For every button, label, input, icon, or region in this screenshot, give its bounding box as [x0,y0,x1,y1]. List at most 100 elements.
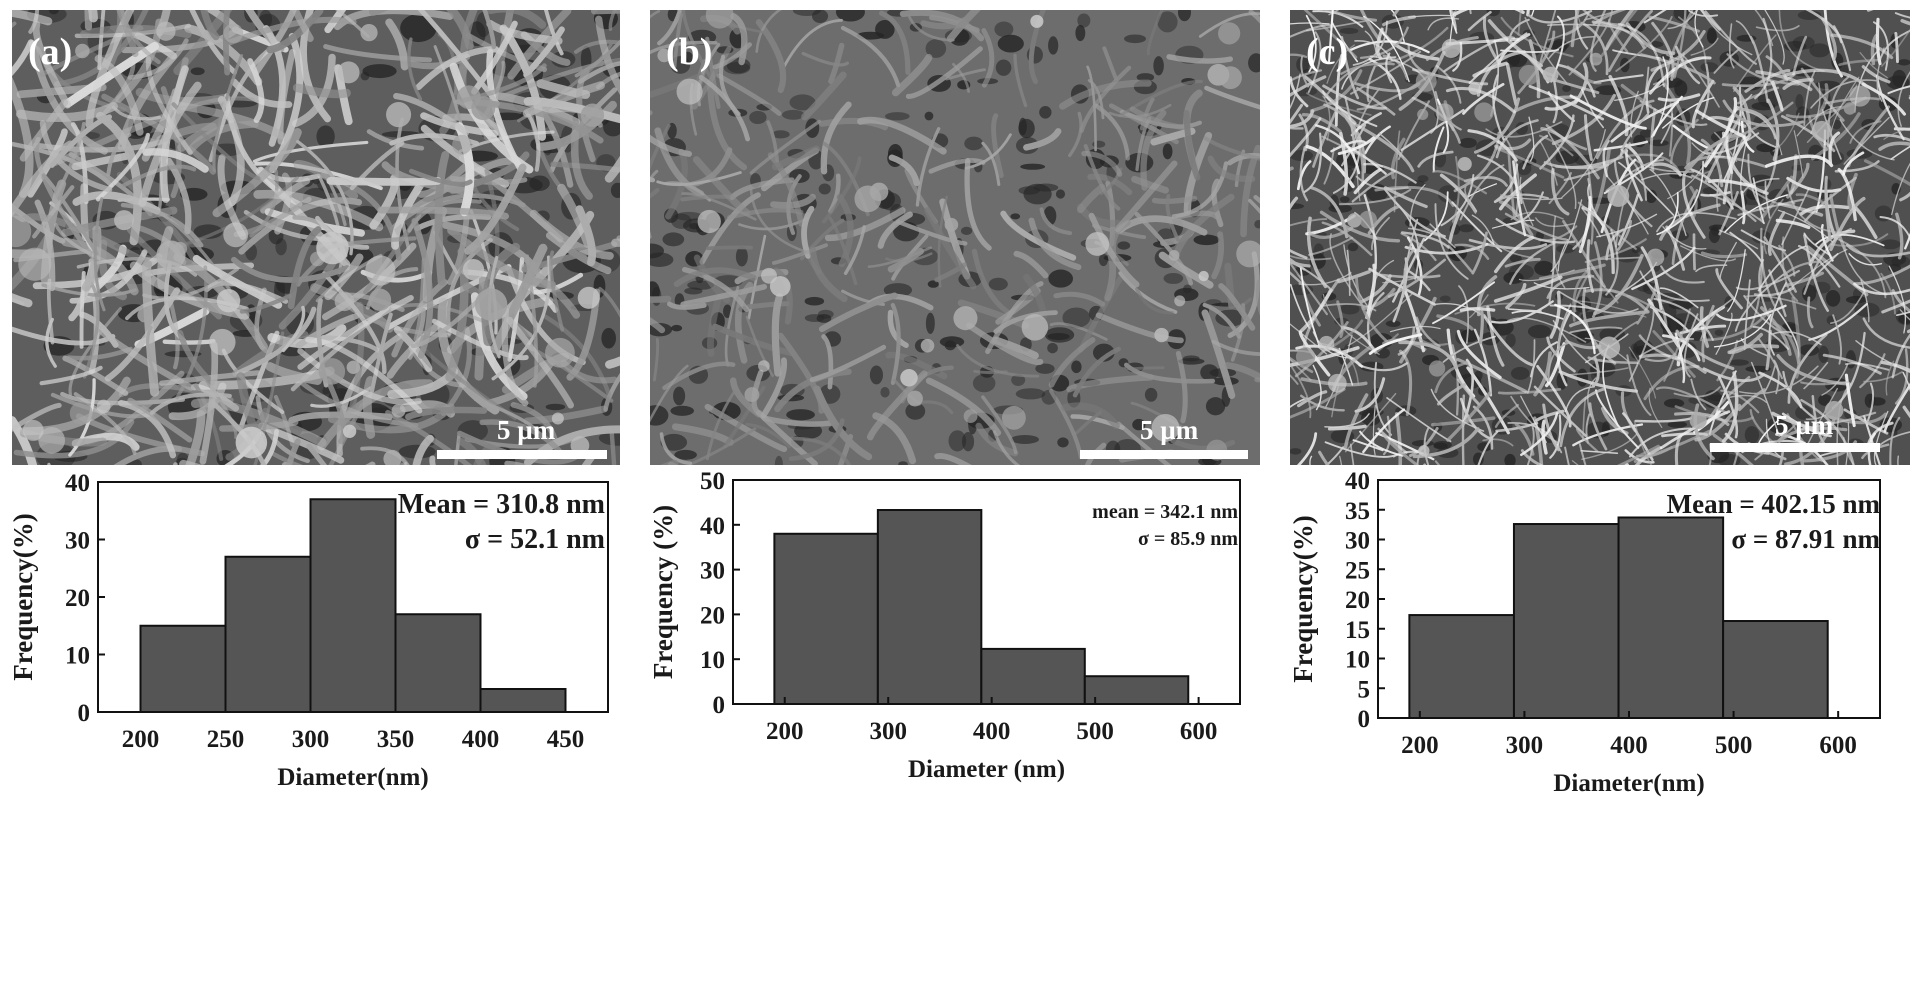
sem-fiber [39,365,103,386]
sem-fiber [1787,249,1848,291]
sem-fiber [1581,88,1604,129]
sem-fiber [1322,95,1331,141]
sem-fiber-texture-c [1290,10,1910,465]
sem-bead [209,328,236,356]
sem-fiber [286,438,301,465]
sem-bead [391,403,406,418]
sem-pore [1057,437,1069,448]
sem-fiber [1739,365,1819,395]
sem-fiber [771,293,783,377]
sem-fiber [1290,73,1301,110]
sem-fiber [1452,10,1525,17]
sem-fiber [93,197,106,312]
sem-fiber [820,101,852,175]
sem-fiber [1415,316,1441,348]
sem-fiber [598,287,620,318]
sem-fiber [1448,210,1461,244]
sem-fiber [1605,228,1625,261]
sem-pore [816,313,832,323]
sem-fiber [1493,275,1563,303]
sem-fiber [1290,261,1328,316]
sem-pore [400,14,437,43]
sem-fiber [1558,303,1572,351]
sem-fiber [1298,113,1309,152]
sem-fiber [1673,386,1721,398]
sem-fiber [1822,353,1882,375]
sem-fiber [945,68,986,81]
sem-fiber [1427,17,1460,31]
sem-fiber [52,113,167,166]
sem-pore [1039,106,1052,119]
sem-pore [1162,143,1173,160]
sem-fiber [1653,297,1714,341]
sem-fiber [1290,196,1299,211]
sem-fiber [1727,332,1763,355]
sem-pore [818,183,831,195]
sem-fiber [1359,26,1409,60]
sem-fiber [177,329,215,386]
sem-fiber [1482,16,1500,63]
sem-fiber [591,10,620,15]
sem-fiber [1568,10,1613,76]
sem-fiber [1586,239,1595,293]
sem-fiber [1803,232,1832,257]
sem-fiber [1574,10,1582,26]
sem-bead [1435,103,1454,122]
sem-bead [69,401,93,425]
sem-fiber [1497,387,1562,395]
sem-fiber [1140,109,1167,191]
sem-fiber [1476,154,1523,205]
sem-pore [1018,118,1035,139]
sem-pore [995,59,1012,76]
sem-fiber [447,226,557,289]
sem-fiber [1626,294,1665,314]
sem-fiber [867,246,932,268]
sem-fiber [1299,288,1333,334]
sem-fiber [1202,302,1242,339]
sem-bead [452,134,472,155]
sem-fiber [1805,10,1843,44]
sem-fiber [1471,214,1495,246]
sem-pore [1809,43,1830,58]
sem-fiber [324,10,347,34]
sem-fiber [1880,360,1910,373]
sem-fiber [1361,287,1396,311]
sem-fiber [173,10,233,76]
sem-fiber [449,62,534,174]
sem-fiber [1352,439,1384,452]
sem-fiber [1328,10,1340,16]
sem-fiber [1893,127,1910,131]
sem-fiber [1735,20,1755,45]
sem-fiber [1290,362,1312,419]
sem-fiber [306,443,328,465]
sem-fiber [479,419,565,457]
sem-fiber [1647,298,1680,348]
sem-fiber [1713,313,1772,348]
sem-fiber [1485,121,1563,138]
y-tick-label: 25 [1345,557,1370,584]
sem-fiber [1904,232,1910,250]
sem-bead [1021,314,1049,341]
sem-bead [1468,82,1481,95]
sem-fiber [1491,239,1534,259]
sem-fiber [1400,108,1465,152]
sem-fiber [1130,401,1196,435]
sem-fiber [1559,387,1606,448]
sem-bead [697,209,721,234]
sem-fiber [1800,398,1855,465]
sem-fiber [117,52,178,151]
sem-pore [1047,332,1070,341]
histogram-b: 200 300 400 500 600 0 10 20 30 40 50 Diameter (nm) F… [648,468,1241,783]
sem-fiber [1602,139,1610,178]
sem-fiber [446,10,474,50]
sem-fiber [1891,333,1910,379]
sem-fiber [1691,142,1725,158]
sem-fiber [12,416,38,465]
sem-fiber [296,139,354,256]
sem-pore [1728,359,1749,366]
sem-fiber [1477,430,1499,465]
sem-fiber [887,309,909,348]
sem-fiber [1504,212,1568,241]
sem-fiber [1584,288,1649,313]
sem-pore [1010,213,1021,220]
